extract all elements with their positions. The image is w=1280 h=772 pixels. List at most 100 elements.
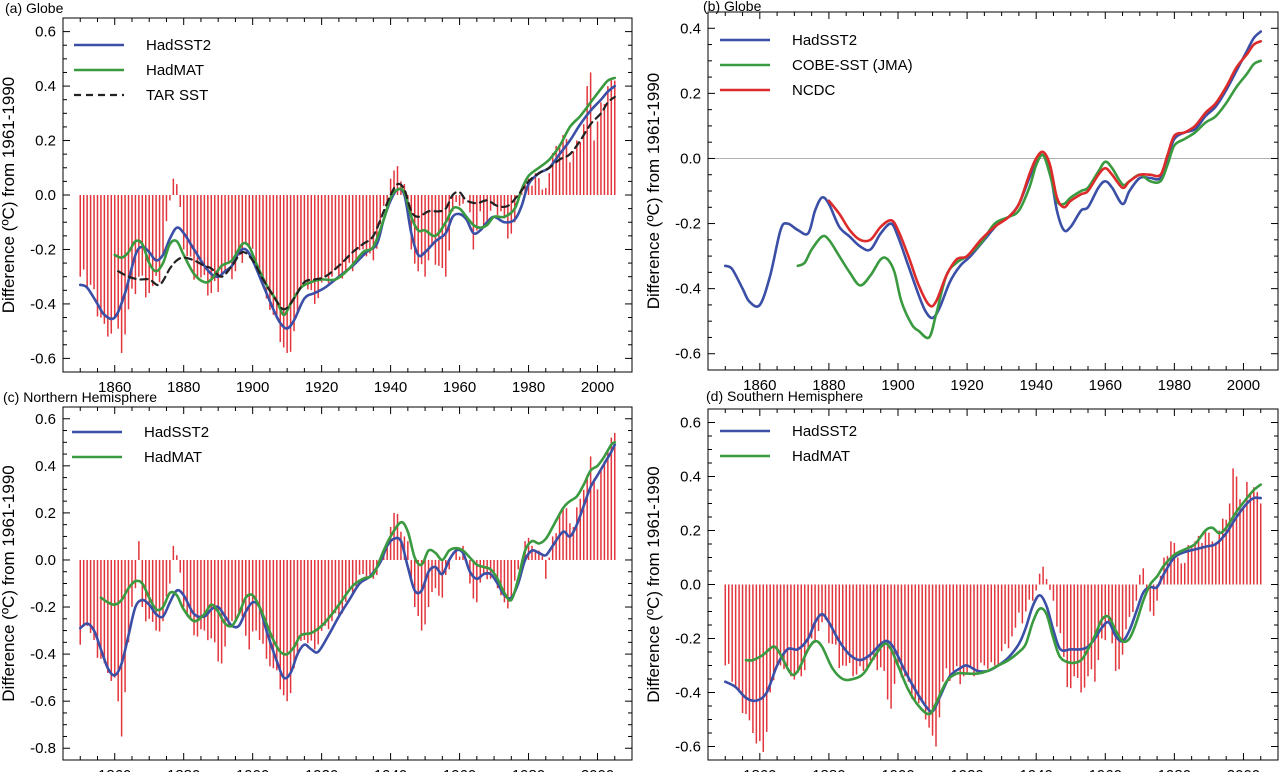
bar <box>745 584 747 715</box>
bar <box>1083 584 1086 688</box>
x-tick-label: 1980 <box>512 379 545 396</box>
bar <box>282 559 285 696</box>
bar <box>545 187 547 195</box>
bar <box>1073 584 1075 677</box>
bar <box>289 559 292 694</box>
bar <box>186 559 188 617</box>
y-tick-label: -0.2 <box>675 631 701 648</box>
bar <box>179 195 181 207</box>
bar <box>765 584 768 732</box>
bar <box>1201 542 1203 585</box>
bar <box>193 195 195 280</box>
bar <box>424 195 426 277</box>
bar <box>124 559 126 693</box>
bar <box>955 584 958 667</box>
bar <box>103 559 106 664</box>
bar <box>1118 584 1120 670</box>
bar <box>821 584 823 623</box>
bar <box>852 584 854 677</box>
bar <box>538 178 540 195</box>
bar <box>510 559 513 598</box>
bar <box>331 195 333 277</box>
bar <box>976 584 979 673</box>
bar <box>169 195 171 201</box>
bar <box>255 195 257 266</box>
bar <box>238 195 240 256</box>
bar <box>234 559 237 620</box>
y-tick-label: 0.0 <box>680 150 701 167</box>
bar <box>386 547 388 560</box>
bar <box>93 195 95 290</box>
bar <box>155 195 157 276</box>
bar <box>1218 530 1221 585</box>
bar <box>724 584 727 666</box>
bar <box>562 507 564 560</box>
bar <box>313 195 316 304</box>
bar <box>555 533 557 560</box>
bar <box>838 584 841 669</box>
bar <box>1069 584 1072 689</box>
bar <box>400 531 402 560</box>
bar <box>396 166 399 195</box>
bar <box>500 195 502 212</box>
bar <box>193 559 195 636</box>
bar <box>962 584 965 677</box>
y-tick-label: -0.4 <box>675 685 701 702</box>
bar <box>572 151 575 195</box>
legend-label: HadMAT <box>144 449 202 466</box>
bar <box>500 559 502 596</box>
bar <box>1221 518 1224 585</box>
y-tick-label: -0.6 <box>675 739 701 756</box>
bar <box>362 559 364 575</box>
bar <box>151 195 154 287</box>
legend: HadSST2 HadMAT <box>72 424 209 466</box>
bar <box>431 195 433 245</box>
series-line-hadmat <box>113 76 617 317</box>
bar <box>541 189 544 195</box>
bar <box>980 584 982 663</box>
bar <box>469 195 471 213</box>
bar <box>224 195 226 273</box>
bar <box>1080 584 1082 693</box>
bar <box>586 475 588 560</box>
bar <box>358 195 361 251</box>
bar <box>1215 542 1217 585</box>
panel-title: (a) Globe <box>5 0 64 16</box>
bar <box>786 584 789 667</box>
bar <box>579 498 582 560</box>
bar <box>303 195 306 283</box>
bar <box>610 437 613 560</box>
bar <box>1211 541 1214 585</box>
x-axis: 1860 1880 1900 1920 1940 1960 1980 2000 <box>79 407 616 772</box>
bar <box>241 195 244 263</box>
bar <box>869 584 872 661</box>
bar <box>310 559 313 641</box>
bar <box>924 584 927 720</box>
bar <box>96 559 99 658</box>
bar <box>1066 584 1069 688</box>
bar <box>386 195 388 203</box>
bar <box>507 195 509 239</box>
bar <box>1018 584 1020 613</box>
bar <box>182 195 185 250</box>
bar <box>179 559 181 573</box>
y-tick-label: 0.0 <box>680 577 701 594</box>
bar <box>907 584 910 682</box>
bar <box>1063 584 1065 657</box>
bar <box>234 195 237 272</box>
bar <box>1025 584 1027 612</box>
bar <box>334 559 337 614</box>
bar <box>1135 584 1138 601</box>
bar <box>369 195 371 254</box>
bar <box>603 104 606 195</box>
bar <box>293 195 295 332</box>
bar <box>586 86 588 195</box>
bar <box>331 559 333 622</box>
bar <box>731 584 733 682</box>
bar <box>904 584 906 677</box>
bar <box>486 195 488 223</box>
bar <box>355 559 357 587</box>
bar <box>917 584 920 704</box>
bar <box>1183 562 1186 585</box>
bar <box>496 559 499 589</box>
